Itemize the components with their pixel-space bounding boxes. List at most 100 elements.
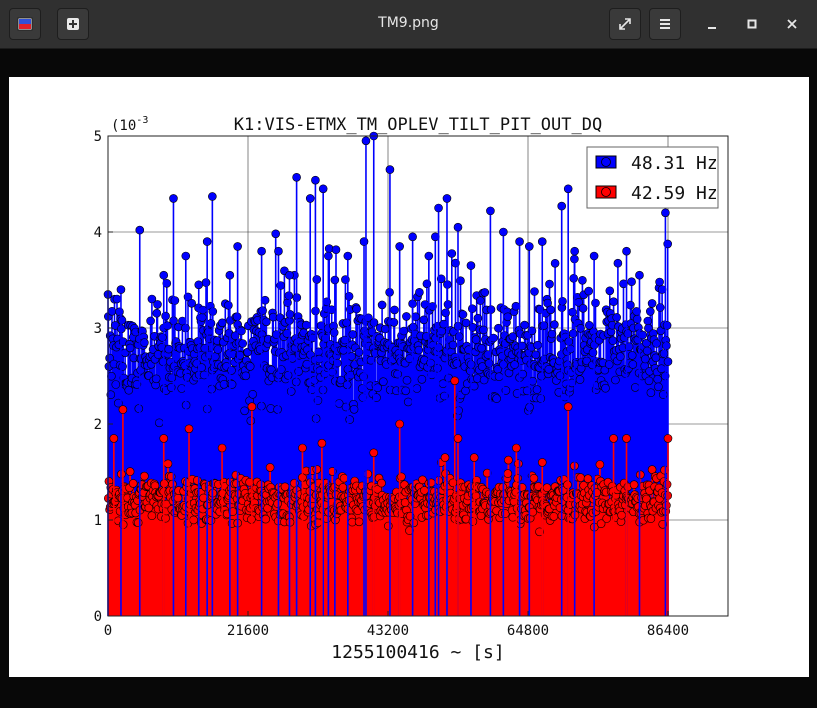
- legend-marker-48-31-hz: [601, 157, 611, 167]
- data-point: [655, 277, 664, 287]
- data-point: [659, 349, 669, 358]
- data-point: [595, 460, 605, 469]
- peak-point: [317, 438, 327, 448]
- peak-point: [159, 270, 169, 280]
- data-point: [616, 352, 625, 361]
- hamburger-menu-icon: [660, 19, 670, 29]
- data-point: [531, 350, 541, 360]
- data-point: [403, 397, 413, 407]
- new-image-button[interactable]: [57, 8, 89, 40]
- data-point: [576, 473, 585, 482]
- data-point: [217, 318, 227, 328]
- peak-point: [589, 251, 599, 261]
- maximize-button[interactable]: [739, 11, 765, 37]
- minimize-button[interactable]: [699, 11, 725, 37]
- data-point: [401, 386, 411, 396]
- peak-point: [537, 237, 547, 246]
- data-point: [411, 312, 421, 321]
- fullscreen-button[interactable]: [609, 8, 641, 40]
- peak-point: [469, 453, 479, 462]
- data-point: [348, 330, 358, 339]
- data-point: [627, 351, 637, 360]
- data-point: [345, 415, 355, 424]
- data-point: [443, 300, 453, 309]
- new-image-plus-icon: [67, 18, 79, 30]
- data-point: [352, 304, 361, 314]
- data-point: [170, 296, 180, 305]
- peaks-48-31-hz: [103, 131, 673, 616]
- peak-point: [194, 280, 204, 290]
- data-point: [651, 353, 661, 363]
- data-point: [312, 275, 322, 284]
- data-point: [484, 358, 494, 368]
- data-point: [283, 370, 293, 380]
- data-point: [477, 362, 487, 371]
- data-point: [628, 360, 638, 369]
- data-point: [342, 318, 351, 328]
- data-point: [314, 354, 324, 364]
- data-point: [415, 288, 424, 297]
- data-point: [652, 339, 661, 348]
- data-point: [511, 301, 521, 311]
- app-menu-button[interactable]: [9, 8, 41, 40]
- data-point: [617, 510, 626, 520]
- data-point: [662, 501, 671, 510]
- data-point: [549, 512, 559, 521]
- peak-point: [181, 251, 191, 261]
- data-point: [461, 386, 470, 396]
- data-point: [503, 469, 513, 478]
- data-point: [106, 390, 116, 400]
- peak-point: [395, 419, 404, 429]
- data-point: [489, 333, 498, 343]
- peak-point: [324, 251, 333, 261]
- data-point: [647, 299, 657, 308]
- data-point: [206, 319, 216, 328]
- peak-point: [359, 237, 369, 246]
- peak-point: [233, 242, 242, 251]
- data-point: [468, 517, 478, 526]
- data-point: [167, 373, 177, 383]
- peak-point: [557, 201, 567, 211]
- x-tick-label: 21600: [227, 623, 269, 639]
- peak-point: [622, 246, 631, 256]
- data-point: [629, 480, 639, 490]
- close-icon: [787, 19, 797, 29]
- data-point: [152, 308, 162, 318]
- peak-point: [225, 270, 235, 280]
- data-point: [657, 364, 666, 374]
- data-point: [357, 384, 367, 393]
- data-point: [301, 320, 311, 330]
- data-point: [198, 305, 208, 315]
- data-point: [132, 380, 142, 389]
- data-point: [635, 470, 645, 480]
- data-point: [448, 478, 458, 488]
- data-point: [107, 307, 117, 316]
- data-point: [477, 343, 486, 353]
- data-point: [422, 279, 432, 289]
- data-point: [546, 305, 556, 315]
- x-tick-label: 86400: [647, 623, 689, 639]
- data-point: [161, 311, 170, 321]
- peak-point: [257, 246, 266, 256]
- data-point: [591, 298, 600, 308]
- data-point: [380, 324, 390, 334]
- data-point: [601, 383, 610, 393]
- peak-point: [512, 443, 521, 453]
- peak-point: [661, 208, 670, 218]
- peak-point: [450, 376, 460, 386]
- fullscreen-expand-icon: [619, 18, 631, 30]
- data-point: [513, 473, 523, 483]
- data-point: [642, 346, 652, 356]
- data-point: [609, 297, 618, 306]
- peak-point: [622, 434, 631, 443]
- data-point: [644, 323, 653, 333]
- peak-point: [408, 232, 417, 242]
- close-button[interactable]: [779, 11, 805, 37]
- data-point: [536, 394, 546, 403]
- data-point: [339, 345, 348, 355]
- data-point: [383, 521, 393, 531]
- data-point: [161, 513, 170, 523]
- main-menu-button[interactable]: [649, 8, 681, 40]
- data-point: [473, 313, 483, 323]
- data-point: [151, 374, 161, 384]
